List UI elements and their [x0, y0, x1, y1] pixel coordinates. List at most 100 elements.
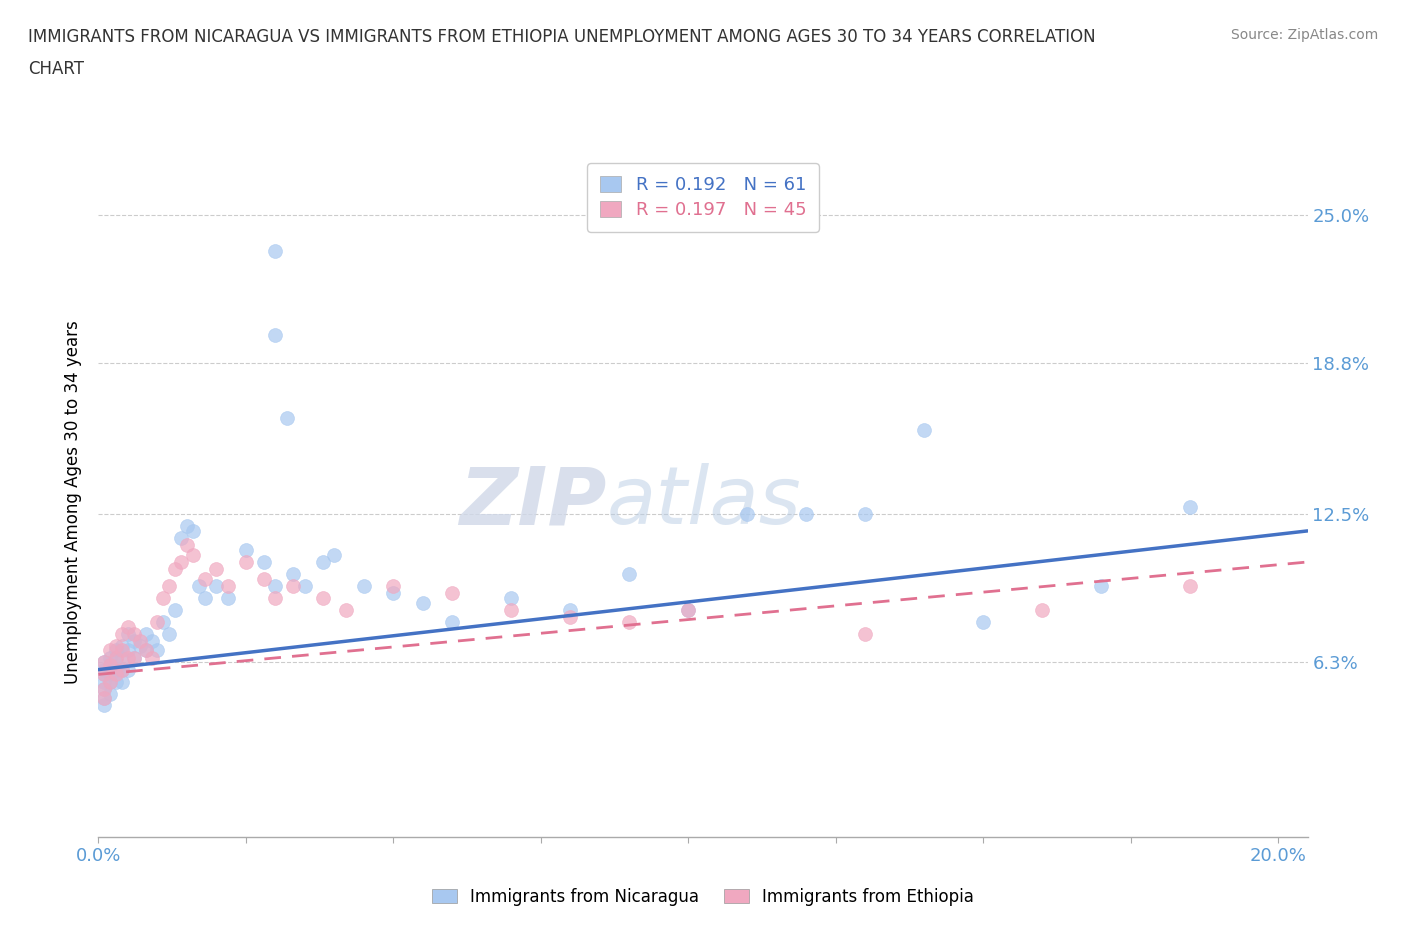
Point — [117, 626, 139, 641]
Point — [128, 638, 150, 653]
Point — [93, 667, 115, 682]
Point — [111, 643, 134, 658]
Point — [135, 643, 157, 658]
Point — [93, 698, 115, 713]
Point — [264, 327, 287, 342]
Point — [194, 571, 217, 586]
Point — [264, 578, 287, 593]
Point — [111, 650, 134, 665]
Point — [170, 554, 193, 569]
Text: ZIP: ZIP — [458, 463, 606, 541]
Point — [353, 578, 375, 593]
Point — [853, 507, 876, 522]
Point — [135, 643, 157, 658]
Point — [501, 591, 523, 605]
Point — [912, 423, 935, 438]
Point — [93, 655, 115, 670]
Point — [205, 562, 228, 577]
Point — [122, 626, 145, 641]
Point — [122, 633, 145, 648]
Point — [157, 626, 180, 641]
Point — [98, 658, 121, 672]
Point — [105, 643, 128, 658]
Point — [93, 691, 115, 706]
Point — [560, 609, 582, 624]
Point — [141, 650, 163, 665]
Point — [281, 566, 304, 581]
Point — [194, 591, 217, 605]
Point — [678, 603, 700, 618]
Point — [111, 674, 134, 689]
Point — [501, 603, 523, 618]
Point — [117, 619, 139, 634]
Point — [619, 566, 641, 581]
Point — [678, 603, 700, 618]
Point — [972, 615, 994, 630]
Point — [1178, 578, 1201, 593]
Text: CHART: CHART — [28, 60, 84, 78]
Legend: R = 0.192   N = 61, R = 0.197   N = 45: R = 0.192 N = 61, R = 0.197 N = 45 — [586, 163, 820, 232]
Point — [135, 626, 157, 641]
Point — [105, 674, 128, 689]
Point — [93, 667, 115, 682]
Point — [382, 586, 405, 601]
Point — [323, 548, 346, 563]
Point — [794, 507, 817, 522]
Point — [311, 554, 333, 569]
Point — [176, 538, 198, 552]
Point — [441, 615, 464, 630]
Point — [235, 542, 257, 557]
Point — [294, 578, 316, 593]
Point — [152, 591, 174, 605]
Point — [560, 603, 582, 618]
Point — [276, 411, 298, 426]
Point — [252, 571, 274, 586]
Point — [217, 578, 239, 593]
Point — [122, 650, 145, 665]
Point — [105, 650, 128, 665]
Point — [98, 686, 121, 701]
Point — [117, 643, 139, 658]
Point — [176, 519, 198, 534]
Point — [122, 650, 145, 665]
Point — [93, 682, 115, 697]
Text: atlas: atlas — [606, 463, 801, 541]
Point — [93, 662, 115, 677]
Point — [853, 626, 876, 641]
Point — [335, 603, 357, 618]
Point — [117, 662, 139, 677]
Point — [98, 643, 121, 658]
Point — [165, 562, 187, 577]
Point — [105, 638, 128, 653]
Point — [264, 591, 287, 605]
Point — [146, 615, 169, 630]
Point — [93, 674, 115, 689]
Point — [157, 578, 180, 593]
Point — [98, 658, 121, 672]
Point — [181, 548, 204, 563]
Point — [1178, 499, 1201, 514]
Point — [217, 591, 239, 605]
Point — [93, 655, 115, 670]
Point — [105, 650, 128, 665]
Point — [128, 633, 150, 648]
Point — [98, 650, 121, 665]
Point — [235, 554, 257, 569]
Point — [619, 615, 641, 630]
Point — [311, 591, 333, 605]
Point — [111, 662, 134, 677]
Point — [111, 662, 134, 677]
Point — [93, 691, 115, 706]
Text: Source: ZipAtlas.com: Source: ZipAtlas.com — [1230, 28, 1378, 42]
Point — [441, 586, 464, 601]
Point — [412, 595, 434, 610]
Y-axis label: Unemployment Among Ages 30 to 34 years: Unemployment Among Ages 30 to 34 years — [65, 320, 83, 684]
Point — [165, 603, 187, 618]
Point — [93, 682, 115, 697]
Point — [187, 578, 209, 593]
Point — [735, 507, 758, 522]
Point — [146, 643, 169, 658]
Legend: Immigrants from Nicaragua, Immigrants from Ethiopia: Immigrants from Nicaragua, Immigrants fr… — [425, 881, 981, 912]
Point — [98, 667, 121, 682]
Point — [1090, 578, 1112, 593]
